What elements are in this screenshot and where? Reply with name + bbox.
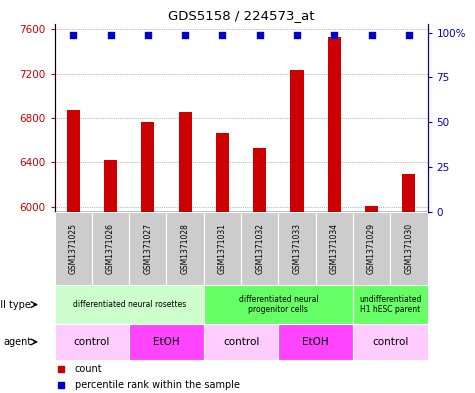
Bar xyxy=(179,112,191,212)
Bar xyxy=(92,212,129,285)
Point xyxy=(368,32,375,39)
Bar xyxy=(142,122,154,212)
Text: EtOH: EtOH xyxy=(302,337,329,347)
Text: GSM1371032: GSM1371032 xyxy=(255,223,264,274)
Point xyxy=(181,32,189,39)
Bar xyxy=(278,324,353,360)
Bar xyxy=(67,110,80,212)
Bar xyxy=(129,324,204,360)
Bar xyxy=(167,212,204,285)
Text: cell type: cell type xyxy=(0,299,31,310)
Bar xyxy=(104,160,117,212)
Point xyxy=(107,32,114,39)
Text: GSM1371034: GSM1371034 xyxy=(330,223,339,274)
Bar xyxy=(241,212,278,285)
Point xyxy=(218,32,226,39)
Text: count: count xyxy=(75,364,102,374)
Text: GSM1371026: GSM1371026 xyxy=(106,223,115,274)
Bar xyxy=(216,134,229,212)
Point xyxy=(405,32,413,39)
Point xyxy=(293,32,301,39)
Bar xyxy=(291,70,304,212)
Text: control: control xyxy=(372,337,408,347)
Text: GSM1371029: GSM1371029 xyxy=(367,223,376,274)
Text: GSM1371030: GSM1371030 xyxy=(404,223,413,274)
Bar xyxy=(204,324,278,360)
Bar xyxy=(390,212,428,285)
Text: GSM1371028: GSM1371028 xyxy=(180,223,190,274)
Bar xyxy=(204,212,241,285)
Text: differentiated neural
progenitor cells: differentiated neural progenitor cells xyxy=(238,295,318,314)
Bar xyxy=(55,324,129,360)
Text: control: control xyxy=(74,337,110,347)
Text: undifferentiated
H1 hESC parent: undifferentiated H1 hESC parent xyxy=(359,295,421,314)
Title: GDS5158 / 224573_at: GDS5158 / 224573_at xyxy=(168,9,314,22)
Point xyxy=(331,32,338,39)
Bar xyxy=(55,212,92,285)
Bar xyxy=(402,174,415,212)
Bar xyxy=(315,212,353,285)
Text: differentiated neural rosettes: differentiated neural rosettes xyxy=(73,300,186,309)
Text: GSM1371031: GSM1371031 xyxy=(218,223,227,274)
Bar xyxy=(353,212,390,285)
Point xyxy=(69,32,77,39)
Text: percentile rank within the sample: percentile rank within the sample xyxy=(75,380,239,389)
Point xyxy=(144,32,152,39)
Point xyxy=(256,32,264,39)
Text: agent: agent xyxy=(3,337,31,347)
Bar xyxy=(365,206,378,212)
Bar xyxy=(353,324,428,360)
Bar xyxy=(253,148,266,212)
Text: GSM1371025: GSM1371025 xyxy=(69,223,78,274)
Bar xyxy=(204,285,353,324)
Bar xyxy=(353,285,428,324)
Bar xyxy=(328,37,341,212)
Text: GSM1371027: GSM1371027 xyxy=(143,223,152,274)
Text: control: control xyxy=(223,337,259,347)
Bar xyxy=(278,212,316,285)
Bar xyxy=(129,212,166,285)
Text: EtOH: EtOH xyxy=(153,337,180,347)
Bar xyxy=(55,285,204,324)
Text: GSM1371033: GSM1371033 xyxy=(293,223,302,274)
